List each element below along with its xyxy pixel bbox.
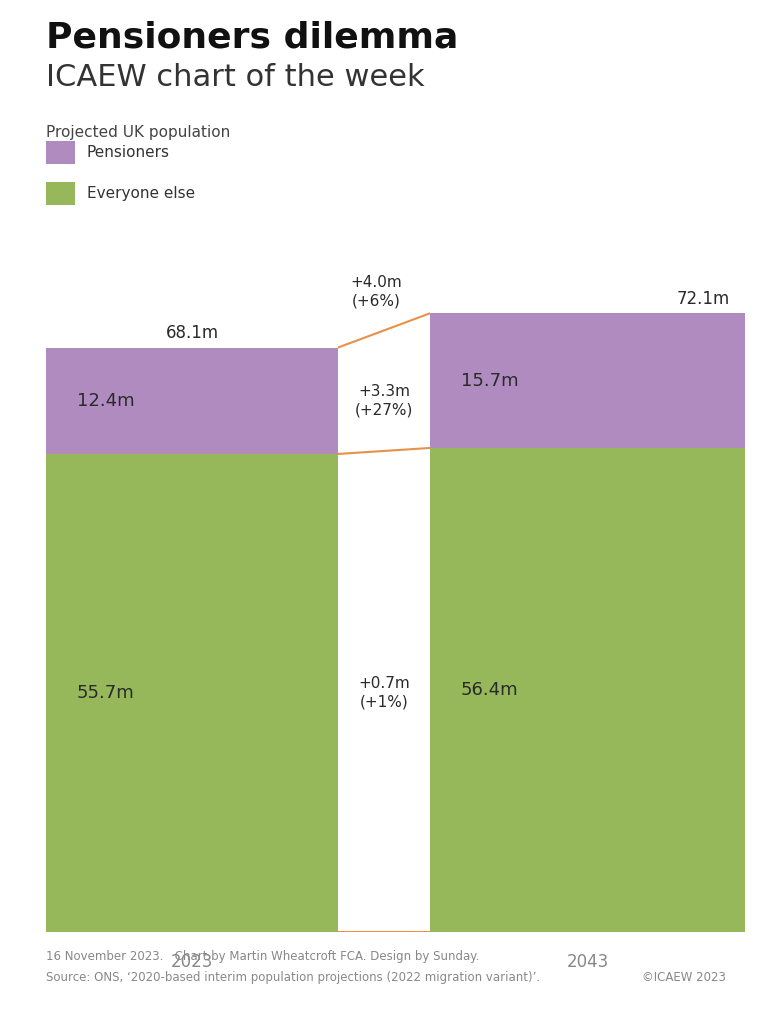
Text: Pensioners dilemma: Pensioners dilemma	[46, 20, 458, 54]
Text: 2043: 2043	[566, 953, 609, 972]
Text: Source: ONS, ‘2020-based interim population projections (2022 migration variant): Source: ONS, ‘2020-based interim populat…	[46, 971, 540, 984]
Text: +4.0m
(+6%): +4.0m (+6%)	[350, 274, 402, 308]
Text: Projected UK population: Projected UK population	[46, 125, 230, 140]
Text: 56.4m: 56.4m	[461, 681, 518, 699]
Text: ©ICAEW 2023: ©ICAEW 2023	[642, 971, 726, 984]
Text: 16 November 2023.   Chart by Martin Wheatcroft FCA. Design by Sunday.: 16 November 2023. Chart by Martin Wheatc…	[46, 950, 479, 964]
Text: Pensioners: Pensioners	[87, 145, 170, 160]
Text: 68.1m: 68.1m	[165, 325, 219, 342]
Bar	[46, 454, 338, 932]
Text: 15.7m: 15.7m	[461, 372, 518, 389]
Bar	[430, 313, 745, 447]
Text: 72.1m: 72.1m	[677, 290, 730, 308]
Bar	[430, 447, 745, 932]
Text: 2023: 2023	[170, 953, 214, 972]
Text: 55.7m: 55.7m	[77, 684, 134, 701]
Text: ICAEW chart of the week: ICAEW chart of the week	[46, 63, 425, 92]
Text: 12.4m: 12.4m	[77, 392, 134, 410]
Bar	[46, 347, 338, 454]
Text: +3.3m
(+27%): +3.3m (+27%)	[355, 384, 413, 418]
Text: Everyone else: Everyone else	[87, 186, 195, 201]
Text: +0.7m
(+1%): +0.7m (+1%)	[358, 676, 410, 710]
